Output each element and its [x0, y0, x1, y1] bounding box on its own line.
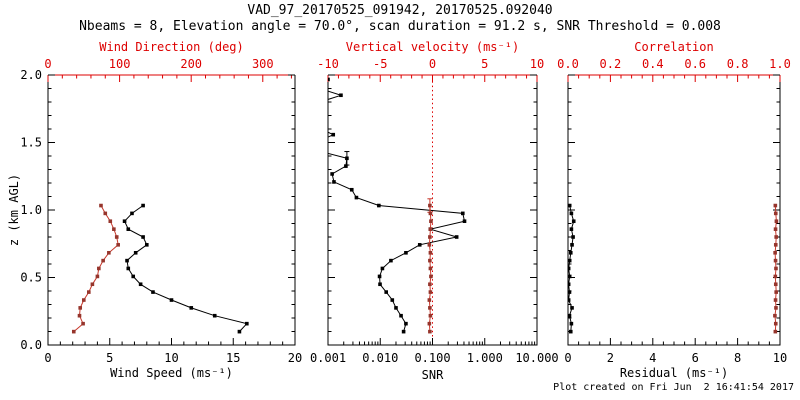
- plot-subtitle: Nbeams = 8, Elevation angle = 70.0°, sca…: [79, 19, 721, 34]
- series-vertical-velocity: [427, 198, 433, 334]
- axis-title-wind-direction: Wind Direction (deg): [99, 40, 244, 54]
- series-wind-speed: [122, 203, 249, 334]
- svg-text:0.001: 0.001: [310, 351, 346, 365]
- svg-text:0.0: 0.0: [557, 57, 579, 71]
- svg-text:0.5: 0.5: [20, 271, 42, 285]
- svg-text:1.000: 1.000: [467, 351, 503, 365]
- plot-title: VAD_97_20170525_091942, 20170525.092040: [247, 3, 553, 18]
- y-axis: [568, 74, 780, 346]
- svg-text:5: 5: [106, 351, 113, 365]
- svg-text:10: 10: [164, 351, 178, 365]
- svg-text:0.010: 0.010: [362, 351, 398, 365]
- axis-title-residual: Residual (ms⁻¹): [619, 366, 729, 380]
- svg-text:4: 4: [649, 351, 656, 365]
- svg-text:300: 300: [252, 57, 274, 71]
- snr-panel: 0.001 0.010 0.100 1.000 10.000 -10 -5 0 5 10: [310, 57, 559, 365]
- svg-text:20: 20: [288, 351, 302, 365]
- svg-text:8: 8: [734, 351, 741, 365]
- svg-text:-10: -10: [317, 57, 339, 71]
- top-axis: -10 -5 0 5 10: [317, 57, 544, 82]
- svg-text:1.0: 1.0: [769, 57, 791, 71]
- bottom-axis: 0 5 10 15 20: [44, 338, 302, 365]
- svg-text:10: 10: [773, 351, 787, 365]
- axis-title-snr: SNR: [421, 368, 444, 382]
- top-axis: 0 100 200 300: [44, 57, 292, 82]
- svg-text:0.4: 0.4: [642, 57, 664, 71]
- svg-text:10.000: 10.000: [515, 351, 558, 365]
- series-residual: [568, 203, 576, 334]
- series-wind-direction: [71, 203, 120, 334]
- svg-text:1.5: 1.5: [20, 136, 42, 150]
- svg-text:0: 0: [564, 351, 571, 365]
- svg-text:2: 2: [607, 351, 614, 365]
- creation-timestamp: Plot created on Fri Jun 2 16:41:54 2017: [553, 382, 794, 393]
- plot-frame: [327, 75, 538, 346]
- svg-text:0: 0: [44, 57, 51, 71]
- svg-text:0.100: 0.100: [414, 351, 450, 365]
- plot-frame: [47, 75, 296, 346]
- svg-text:0: 0: [44, 351, 51, 365]
- svg-text:1.0: 1.0: [20, 203, 42, 217]
- svg-text:2.0: 2.0: [20, 68, 42, 82]
- svg-text:0.8: 0.8: [727, 57, 749, 71]
- y-axis: [328, 74, 537, 346]
- svg-text:0.6: 0.6: [684, 57, 706, 71]
- axis-title-height: z (km AGL): [7, 173, 21, 247]
- plot-frame: [567, 75, 781, 346]
- svg-text:0.2: 0.2: [600, 57, 622, 71]
- svg-text:6: 6: [692, 351, 699, 365]
- bottom-axis: 0.001 0.010 0.100 1.000 10.000: [310, 338, 559, 365]
- svg-text:10: 10: [530, 57, 544, 71]
- axis-title-correlation: Correlation: [634, 40, 714, 54]
- svg-text:0: 0: [429, 57, 436, 71]
- svg-text:-5: -5: [373, 57, 387, 71]
- series-snr: [328, 77, 467, 334]
- axis-title-wind-speed: Wind Speed (ms⁻¹): [110, 366, 233, 380]
- bottom-axis: 0 2 4 6 8 10: [564, 338, 787, 365]
- top-axis: 0.0 0.2 0.4 0.6 0.8 1.0: [557, 57, 791, 82]
- axis-title-vertical-velocity: Vertical velocity (ms⁻¹): [345, 40, 520, 54]
- svg-text:100: 100: [109, 57, 131, 71]
- residual-panel: 0 2 4 6 8 10 0.0 0.2 0.4 0.6 0.8 1.0: [557, 57, 791, 365]
- svg-text:0.0: 0.0: [20, 338, 42, 352]
- y-axis: 0.0 0.5 1.0 1.5 2.0: [20, 68, 295, 352]
- svg-text:5: 5: [481, 57, 488, 71]
- svg-text:200: 200: [180, 57, 202, 71]
- svg-text:15: 15: [226, 351, 240, 365]
- series-correlation: [773, 203, 779, 334]
